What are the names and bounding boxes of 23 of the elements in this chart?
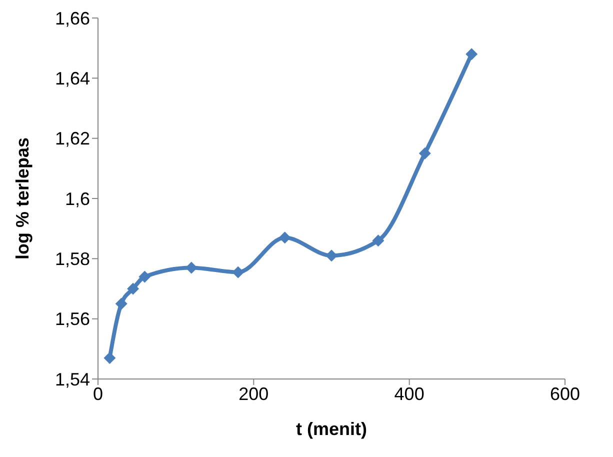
y-tick-label: 1,66	[54, 8, 90, 28]
point	[326, 250, 338, 262]
y-tick-label: 1,54	[54, 369, 90, 390]
point	[127, 282, 140, 295]
y-axis-title: log % terlepas	[12, 137, 32, 260]
x-tick-label: 0	[92, 384, 104, 404]
x-axis-title: t (menit)	[296, 419, 367, 439]
point	[232, 266, 244, 278]
x-tick-label: 200	[238, 384, 269, 404]
point	[115, 298, 128, 310]
point	[372, 234, 384, 247]
point	[138, 270, 151, 283]
point	[466, 48, 478, 60]
y-tick-label: 1,56	[54, 309, 90, 330]
point	[278, 232, 291, 244]
y-tick-label: 1,64	[54, 68, 90, 89]
y-tick-label: 1,62	[54, 128, 90, 149]
y-tick-label: 1,58	[54, 249, 90, 270]
point	[104, 352, 116, 364]
x-tick-label: 600	[550, 384, 580, 404]
y-tick-label: 1,6	[64, 188, 90, 209]
x-tick-label: 400	[394, 384, 424, 404]
point	[418, 147, 431, 160]
